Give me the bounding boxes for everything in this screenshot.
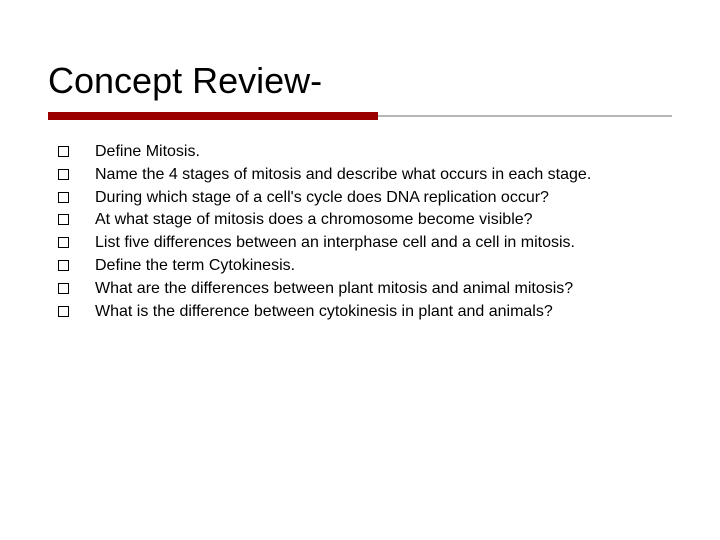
square-bullet-icon: [58, 260, 69, 271]
list-item: List five differences between an interph…: [58, 233, 672, 254]
list-item: What are the differences between plant m…: [58, 279, 672, 300]
bullet-list: Define Mitosis. Name the 4 stages of mit…: [48, 142, 672, 322]
list-item-text: List five differences between an interph…: [95, 233, 672, 254]
square-bullet-icon: [58, 283, 69, 294]
underline-grey-segment: [378, 115, 672, 117]
list-item-text: What is the difference between cytokines…: [95, 302, 672, 323]
square-bullet-icon: [58, 237, 69, 248]
list-item: What is the difference between cytokines…: [58, 302, 672, 323]
list-item: Name the 4 stages of mitosis and describ…: [58, 165, 672, 186]
list-item-text: Define the term Cytokinesis.: [95, 256, 672, 277]
list-item: Define Mitosis.: [58, 142, 672, 163]
list-item: Define the term Cytokinesis.: [58, 256, 672, 277]
title-underline: [48, 112, 672, 120]
square-bullet-icon: [58, 192, 69, 203]
list-item-text: During which stage of a cell's cycle doe…: [95, 188, 672, 209]
underline-red-segment: [48, 112, 378, 120]
square-bullet-icon: [58, 214, 69, 225]
list-item-text: What are the differences between plant m…: [95, 279, 672, 300]
list-item-text: Name the 4 stages of mitosis and describ…: [95, 165, 672, 186]
square-bullet-icon: [58, 146, 69, 157]
square-bullet-icon: [58, 306, 69, 317]
list-item-text: At what stage of mitosis does a chromoso…: [95, 210, 672, 231]
list-item: At what stage of mitosis does a chromoso…: [58, 210, 672, 231]
list-item-text: Define Mitosis.: [95, 142, 672, 163]
slide-title: Concept Review-: [48, 60, 672, 102]
list-item: During which stage of a cell's cycle doe…: [58, 188, 672, 209]
square-bullet-icon: [58, 169, 69, 180]
slide-container: Concept Review- Define Mitosis. Name the…: [0, 0, 720, 540]
